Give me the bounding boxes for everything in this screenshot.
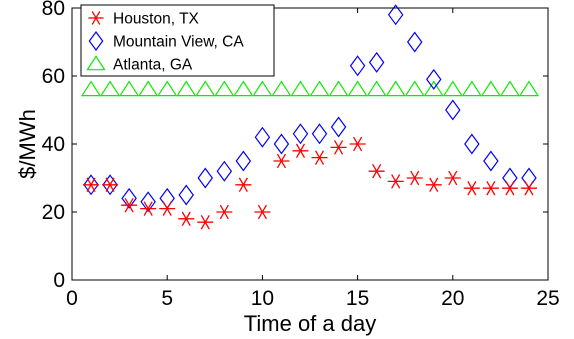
data-point-0-5 (178, 211, 195, 227)
data-point-2-12 (309, 80, 330, 97)
data-point-2-15 (366, 80, 387, 97)
data-point-0-3 (140, 201, 157, 216)
data-point-1-22 (502, 167, 518, 189)
legend-label-1: Mountain View, CA (113, 34, 244, 51)
data-point-1-3 (140, 191, 156, 213)
data-point-1-7 (216, 160, 233, 182)
data-point-1-12 (311, 123, 328, 145)
data-point-1-16 (387, 4, 404, 26)
data-point-1-17 (406, 31, 423, 53)
data-point-2-11 (290, 80, 311, 97)
data-point-1-13 (330, 116, 347, 138)
x-tick-label-3: 15 (346, 287, 369, 310)
legend-marker-2 (86, 55, 106, 71)
data-point-0-7 (216, 204, 233, 220)
legend-marker-1 (88, 30, 104, 52)
data-point-0-1 (102, 177, 119, 193)
data-point-1-10 (273, 133, 290, 155)
data-point-0-12 (311, 150, 328, 165)
data-point-0-21 (482, 180, 499, 196)
data-point-0-18 (425, 177, 442, 193)
data-point-2-2 (119, 80, 140, 97)
y-tick-label-4: 80 (42, 0, 65, 20)
data-point-2-3 (138, 80, 159, 97)
y-tick-label-1: 20 (42, 201, 65, 224)
data-point-0-13 (330, 140, 347, 155)
data-point-0-14 (349, 136, 366, 152)
data-point-2-13 (328, 80, 349, 97)
x-tick-label-1: 5 (161, 287, 173, 310)
data-point-0-9 (254, 204, 271, 220)
data-point-0-17 (406, 170, 423, 186)
x-tick-label-0: 0 (66, 287, 78, 310)
data-point-2-21 (480, 80, 501, 97)
data-point-1-18 (426, 68, 442, 90)
data-point-2-18 (423, 80, 444, 97)
data-point-1-5 (178, 184, 194, 206)
data-point-0-8 (235, 177, 252, 193)
data-point-2-9 (252, 80, 273, 97)
y-axis-label: $/MWh (15, 109, 40, 179)
data-point-2-0 (80, 80, 102, 97)
data-point-0-10 (273, 153, 290, 169)
data-point-0-23 (520, 180, 537, 196)
data-point-1-20 (464, 133, 480, 155)
data-point-2-22 (499, 80, 521, 97)
series-1 (83, 4, 537, 213)
data-point-2-6 (195, 80, 216, 97)
data-point-1-6 (197, 167, 214, 189)
data-point-0-20 (463, 180, 480, 196)
legend: Houston, TX Mountain View, CA Atlanta, GA (80, 4, 275, 77)
y-tick-label-3: 60 (42, 65, 65, 88)
series-0 (83, 136, 537, 230)
data-point-0-16 (387, 174, 404, 189)
series-2 (80, 80, 540, 97)
data-point-2-16 (385, 80, 406, 97)
data-point-1-23 (521, 167, 537, 189)
data-point-0-4 (159, 201, 176, 216)
data-point-1-19 (445, 99, 461, 121)
y-tick-label-2: 40 (42, 133, 65, 156)
data-point-2-17 (404, 80, 425, 97)
data-point-0-11 (292, 143, 309, 159)
data-point-0-22 (501, 180, 518, 196)
legend-label-2: Atlanta, GA (113, 57, 193, 74)
ticks-layer: 0 5 10 15 20 25 0 20 40 60 80 (42, 0, 560, 310)
data-point-0-6 (197, 214, 214, 230)
data-point-2-20 (461, 80, 482, 97)
data-point-0-15 (368, 163, 385, 179)
data-point-1-14 (349, 55, 366, 77)
data-point-1-9 (254, 126, 271, 148)
data-point-2-7 (214, 80, 235, 97)
x-tick-label-4: 20 (441, 287, 464, 310)
data-point-2-19 (442, 80, 463, 97)
series-layer (80, 4, 540, 230)
data-point-2-14 (347, 80, 368, 97)
data-point-2-10 (271, 80, 292, 97)
y-tick-label-0: 0 (53, 269, 65, 292)
legend-box (80, 4, 275, 77)
x-tick-label-2: 10 (251, 287, 274, 310)
data-point-1-2 (121, 187, 137, 209)
legend-label-0: Houston, TX (113, 11, 200, 28)
data-point-0-2 (121, 197, 138, 213)
data-point-1-1 (102, 174, 118, 196)
x-axis-label: Time of a day (244, 311, 376, 336)
data-point-1-11 (292, 123, 309, 145)
data-point-1-0 (83, 174, 99, 196)
x-tick-label-5: 25 (536, 287, 559, 310)
data-point-2-23 (518, 80, 540, 97)
data-point-2-5 (176, 80, 197, 97)
data-point-1-4 (159, 187, 175, 209)
data-point-2-4 (157, 80, 178, 97)
data-point-1-8 (235, 150, 252, 172)
data-point-0-0 (83, 177, 100, 193)
data-point-2-1 (99, 80, 121, 97)
legend-marker-0 (88, 11, 104, 25)
data-point-1-21 (483, 150, 499, 172)
data-point-0-19 (444, 170, 461, 186)
data-point-2-8 (233, 80, 254, 97)
data-point-1-15 (368, 51, 385, 73)
